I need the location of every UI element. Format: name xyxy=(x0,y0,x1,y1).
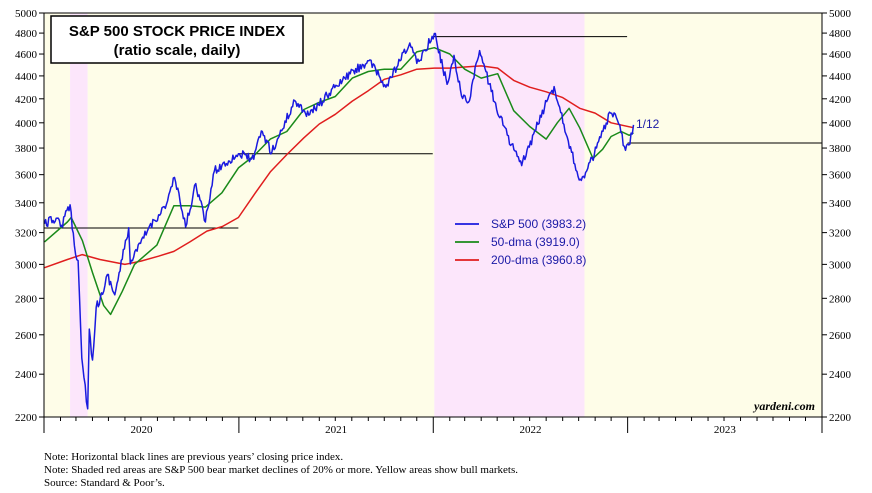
ma200-line xyxy=(44,65,634,269)
shaded-periods xyxy=(44,13,822,417)
ma50-line xyxy=(44,46,634,316)
y-tick-label-right: 5000 xyxy=(829,8,852,20)
y-tick-label-left: 4800 xyxy=(15,28,38,40)
y-axes: 2200 2200 2400 2400 2600 2600 2800 2800 3000 3000… xyxy=(15,8,852,424)
y-tick-label-left: 2400 xyxy=(15,369,38,381)
y-tick-label-right: 4000 xyxy=(829,118,852,130)
y-tick-label-left: 3800 xyxy=(15,143,38,155)
y-tick-label-right: 3000 xyxy=(829,259,852,271)
y-tick-label-left: 2600 xyxy=(15,330,38,342)
year-label: 2022 xyxy=(519,424,541,436)
y-tick-label-left: 2200 xyxy=(15,412,38,424)
note-horizontal-lines: Note: Horizontal black lines are previou… xyxy=(44,451,344,463)
legend: S&P 500 (3983.2) 50-dma (3919.0) 200-dma (… xyxy=(455,217,586,267)
bear-market-band xyxy=(434,13,585,417)
y-tick-label-left: 4400 xyxy=(15,71,38,83)
title-box: S&P 500 STOCK PRICE INDEX (ratio scale, … xyxy=(50,15,304,64)
bull-market-band xyxy=(44,13,71,417)
sp500-chart: 2200 2200 2400 2400 2600 2600 2800 2800 3000 3000… xyxy=(15,8,852,436)
chart-title: S&P 500 STOCK PRICE INDEX xyxy=(69,23,285,40)
y-tick-label-right: 4200 xyxy=(829,94,852,106)
year-label: 2020 xyxy=(130,424,153,436)
y-tick-label-right: 2600 xyxy=(829,330,852,342)
bull-market-band xyxy=(584,13,822,417)
year-label: 2021 xyxy=(325,424,347,436)
last-value-date-label: 1/12 xyxy=(636,117,660,131)
y-tick-label-right: 3200 xyxy=(829,228,852,240)
y-tick-label-right: 3800 xyxy=(829,143,852,155)
legend-label: S&P 500 (3983.2) xyxy=(491,217,586,231)
y-tick-label-left: 2800 xyxy=(15,293,38,305)
y-tick-label-left: 3000 xyxy=(15,259,38,271)
y-tick-label-left: 4000 xyxy=(15,118,38,130)
chart-series xyxy=(43,32,635,410)
year-label: 2023 xyxy=(714,424,737,436)
legend-label: 50-dma (3919.0) xyxy=(491,235,580,249)
source-note: Source: Standard & Poor’s. xyxy=(44,477,165,489)
chart-subtitle: (ratio scale, daily) xyxy=(114,42,241,59)
y-tick-label-right: 2200 xyxy=(829,412,852,424)
note-shaded-areas: Note: Shaded red areas are S&P 500 bear … xyxy=(44,464,518,476)
x-axis: 2020 2021 2022 2023 xyxy=(43,417,823,436)
y-tick-label-left: 4200 xyxy=(15,94,38,106)
y-tick-label-right: 4400 xyxy=(829,71,852,83)
y-tick-label-right: 4600 xyxy=(829,49,852,61)
y-tick-label-right: 4800 xyxy=(829,28,852,40)
y-tick-label-left: 3200 xyxy=(15,228,38,240)
y-tick-label-right: 2400 xyxy=(829,369,852,381)
y-tick-label-right: 2800 xyxy=(829,293,852,305)
sp500-line xyxy=(43,32,635,410)
y-tick-label-right: 3400 xyxy=(829,198,852,210)
watermark: yardeni.com xyxy=(752,399,815,413)
y-tick-label-left: 3400 xyxy=(15,198,38,210)
bear-market-band xyxy=(70,13,88,417)
legend-label: 200-dma (3960.8) xyxy=(491,253,586,267)
y-tick-label-right: 3600 xyxy=(829,170,852,182)
bull-market-band xyxy=(87,13,435,417)
y-tick-label-left: 5000 xyxy=(15,8,38,20)
y-tick-label-left: 4600 xyxy=(15,49,38,61)
y-tick-label-left: 3600 xyxy=(15,170,38,182)
